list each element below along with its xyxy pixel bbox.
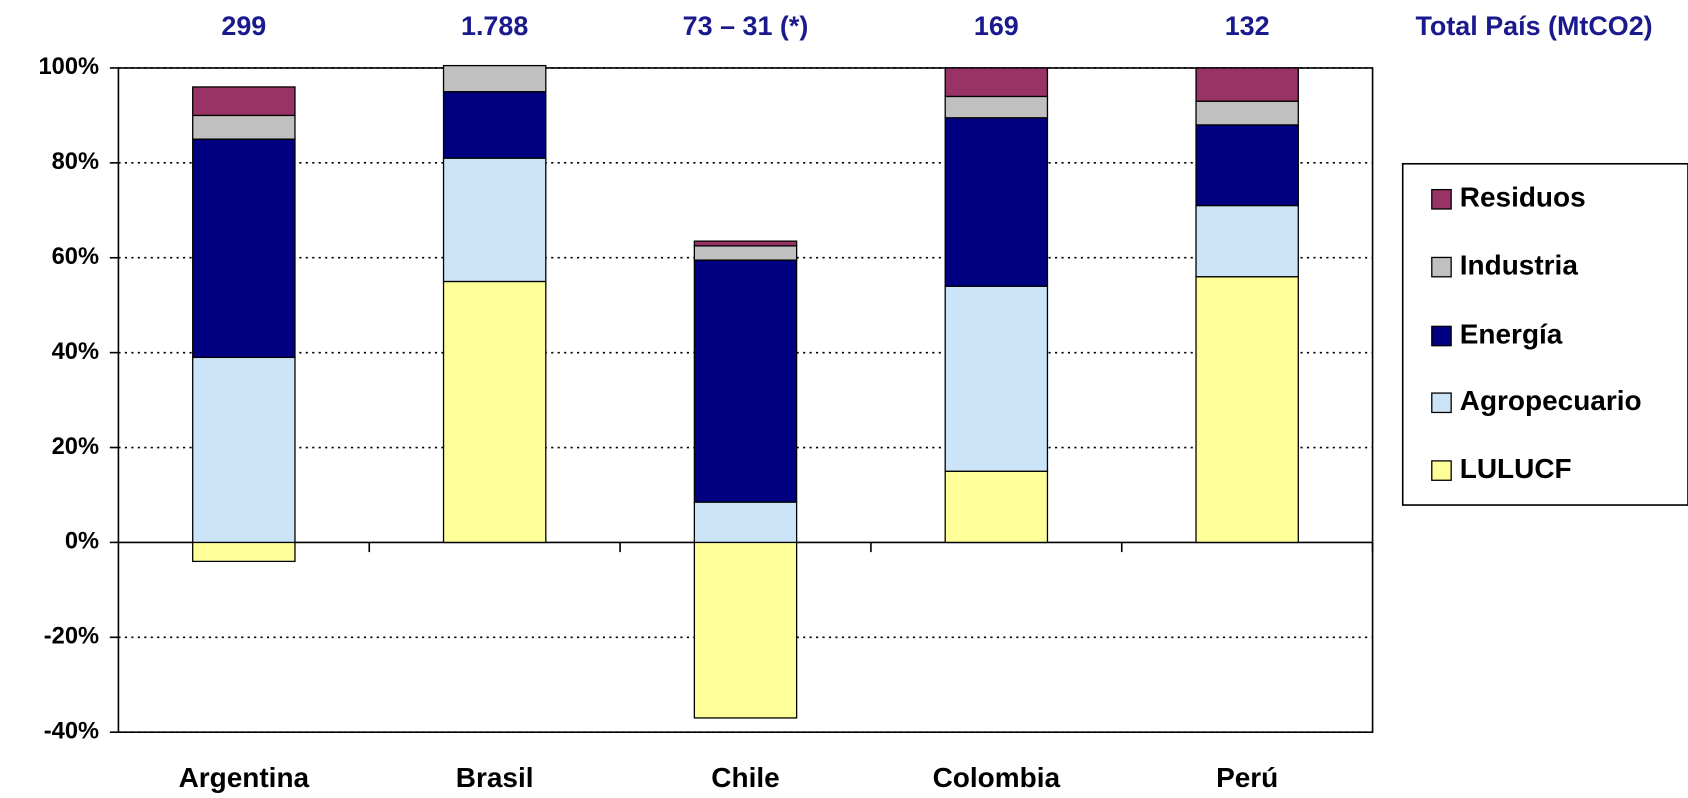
y-tick-label: -20%: [44, 624, 99, 650]
legend-label: LULUCF: [1460, 453, 1572, 484]
bar-segment: [1195, 204, 1299, 278]
bar-segment: [442, 157, 547, 283]
bar-segment: [944, 95, 1049, 119]
bar-segment: [693, 240, 798, 247]
bar-segment: [944, 67, 1049, 98]
legend-swatch: [1431, 256, 1452, 278]
top-label: 299: [221, 11, 266, 41]
y-tick-label: 100%: [38, 54, 99, 80]
bar-segment: [693, 259, 798, 503]
y-tick-label: 20%: [52, 434, 99, 460]
bar-segment: [1195, 276, 1299, 544]
legend-swatch: [1431, 188, 1452, 210]
top-label: 73 – 31 (*): [683, 11, 809, 41]
bar-segment: [944, 470, 1049, 544]
bar-segment: [1195, 67, 1299, 102]
y-tick-label: -40%: [44, 718, 99, 744]
bar-segment: [944, 285, 1049, 472]
legend-swatch: [1431, 460, 1452, 481]
y-tick-label: 40%: [52, 339, 99, 365]
legend-label: Agropecuario: [1460, 385, 1642, 416]
bar-segment: [192, 541, 296, 563]
legend-swatch: [1431, 325, 1452, 347]
bar-segment: [693, 245, 798, 261]
bar-segment: [442, 91, 547, 159]
legend-label: Energía: [1460, 318, 1563, 349]
bar-segment: [1195, 100, 1299, 126]
x-tick-label: Chile: [711, 762, 779, 793]
bar-segment: [192, 356, 296, 544]
legend-label: Residuos: [1460, 182, 1586, 213]
bar-segment: [192, 86, 296, 117]
bar-segment: [693, 501, 798, 544]
bar-segment: [944, 117, 1049, 287]
bar-segment: [192, 114, 296, 140]
bar-segment: [693, 541, 798, 719]
y-tick-label: 0%: [65, 529, 99, 555]
x-tick-label: Brasil: [456, 762, 534, 793]
x-tick-label: Argentina: [179, 762, 310, 793]
top-label: 132: [1225, 11, 1270, 41]
x-tick-label: Colombia: [933, 762, 1061, 793]
top-labels-title: Total País (MtCO2): [1415, 11, 1652, 41]
y-tick-label: 60%: [52, 244, 99, 270]
top-label: 1.788: [461, 11, 528, 41]
legend-swatch: [1431, 392, 1452, 414]
bar-segment: [442, 280, 547, 544]
bar-segment: [192, 138, 296, 359]
bar-segment: [442, 64, 547, 93]
top-label: 169: [974, 11, 1019, 41]
bar-segment: [1195, 124, 1299, 207]
y-tick-label: 80%: [52, 149, 99, 175]
x-tick-label: Perú: [1216, 762, 1278, 793]
legend-label: Industria: [1460, 250, 1579, 281]
